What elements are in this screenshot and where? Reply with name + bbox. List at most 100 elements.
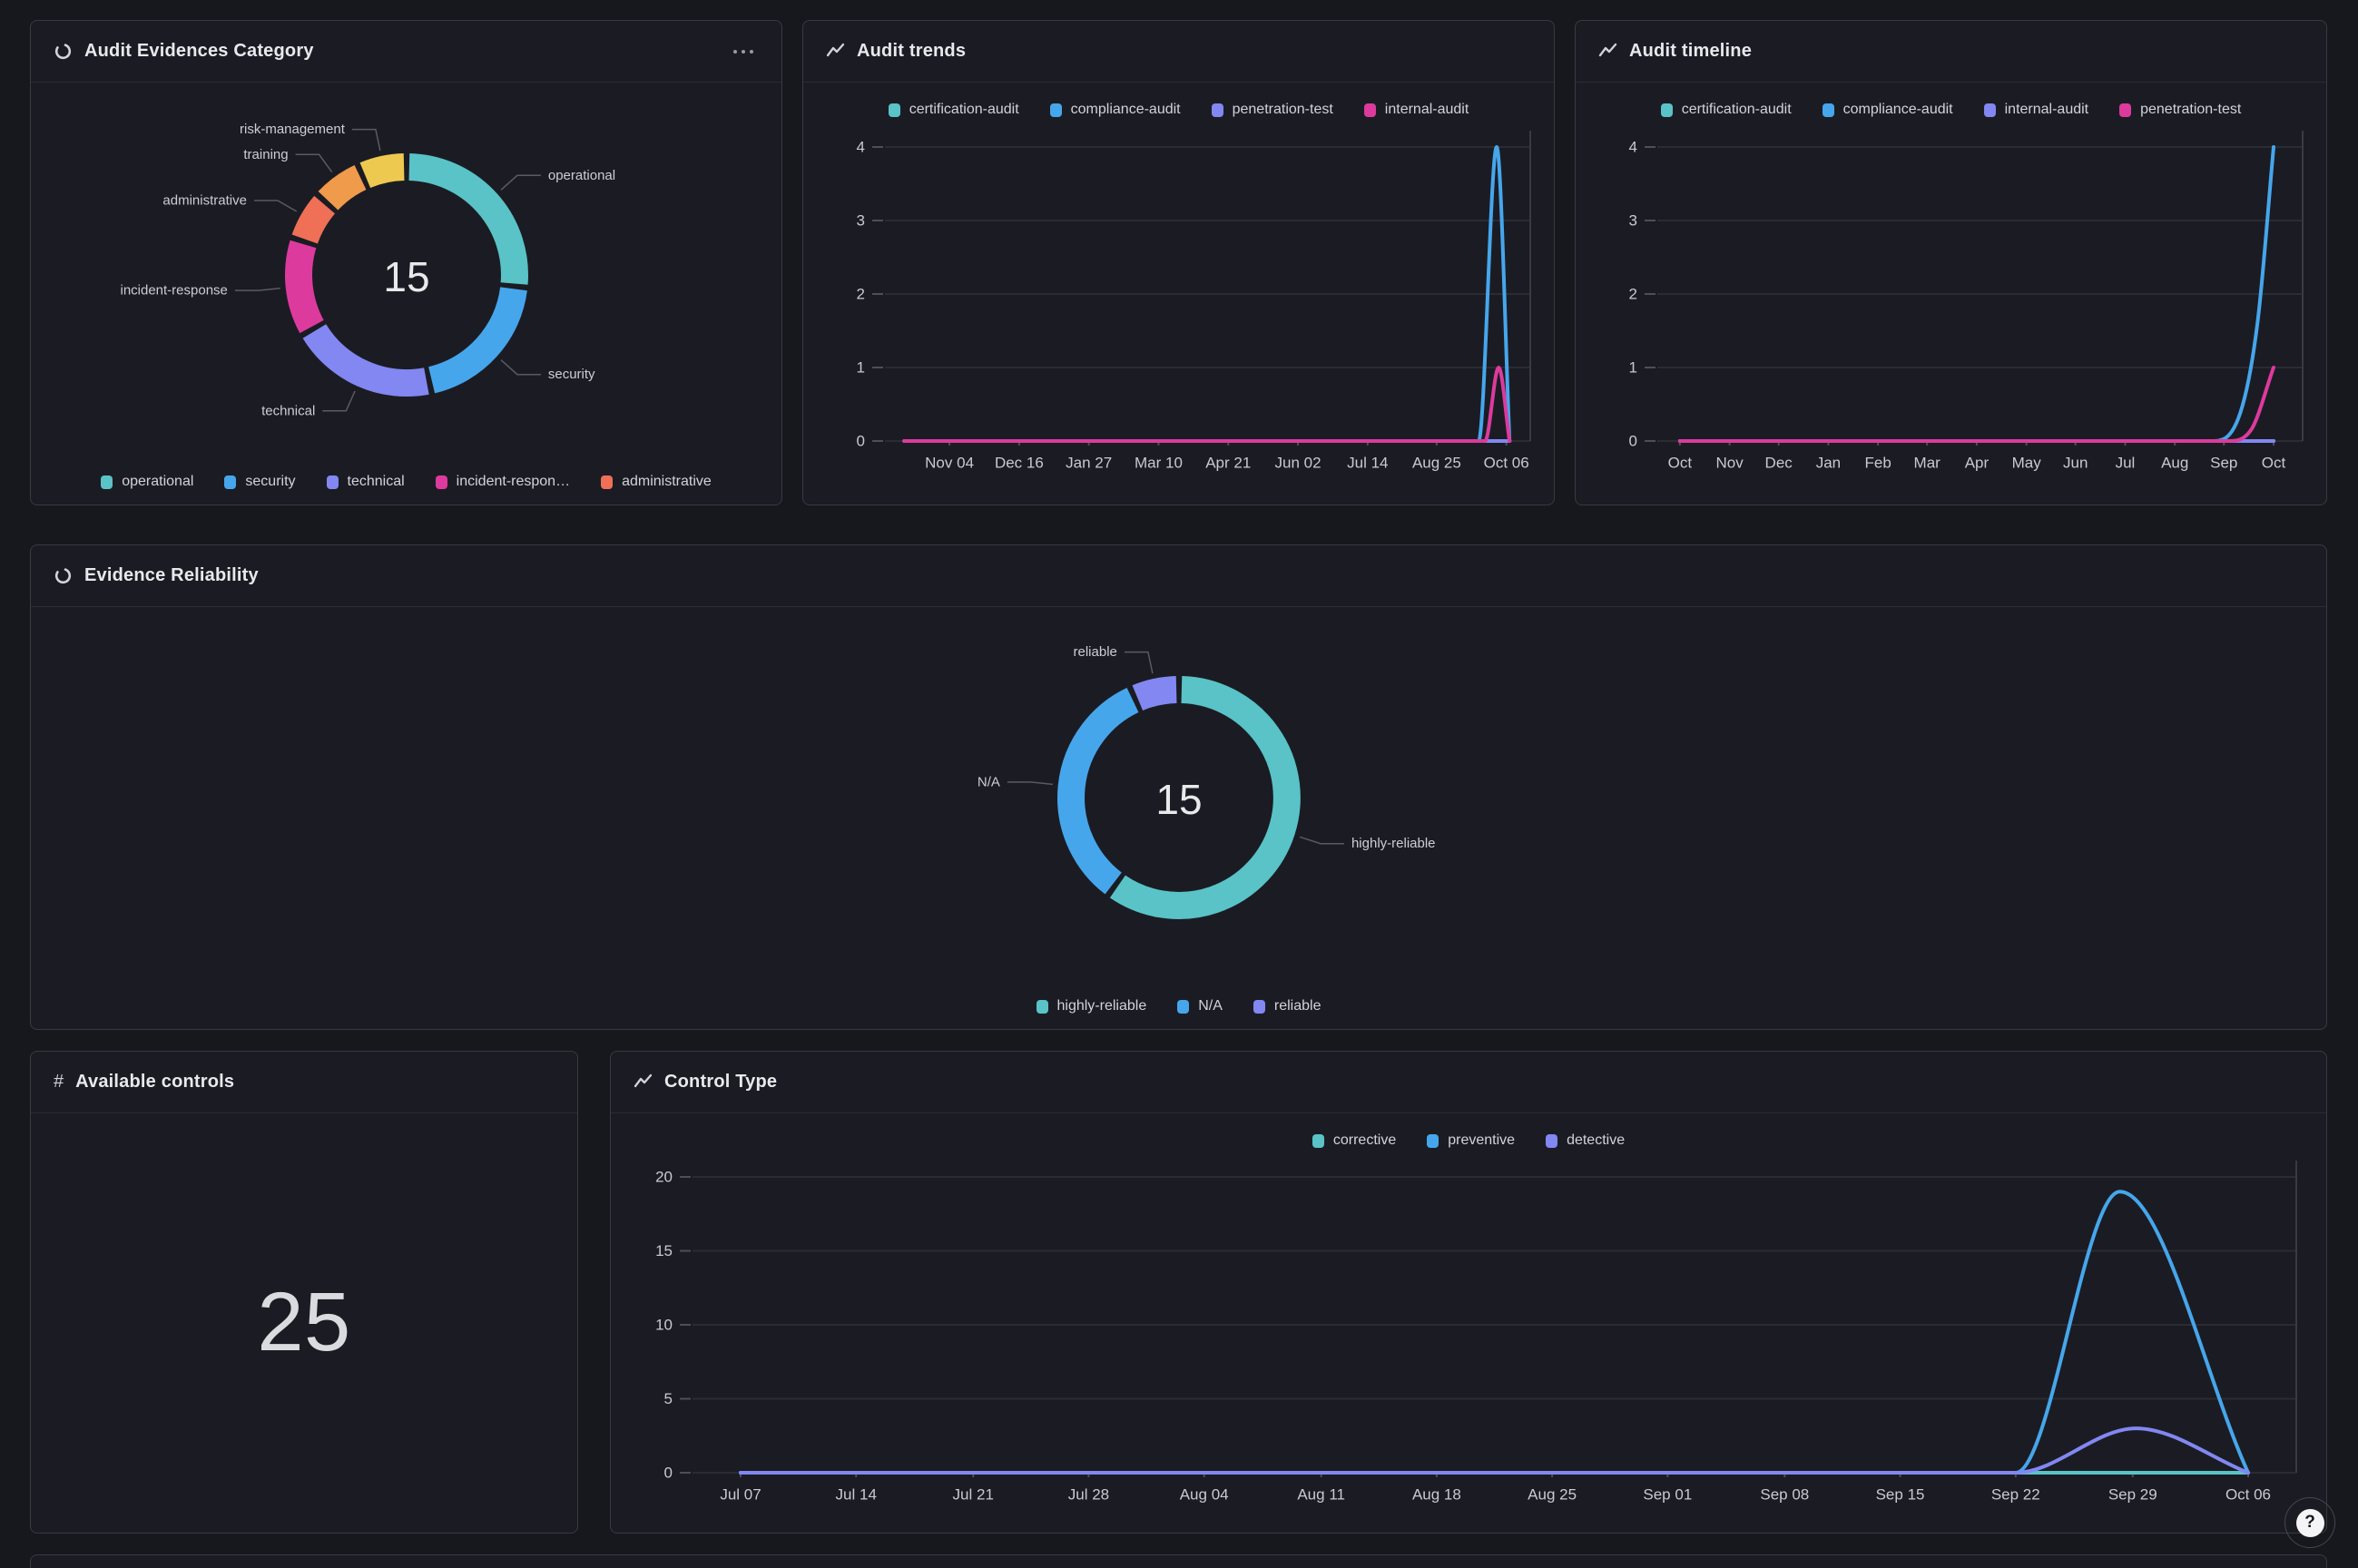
legend-swatch bbox=[1427, 1133, 1439, 1148]
y-tick-label: 1 bbox=[1629, 359, 1637, 377]
donut-callout-line bbox=[500, 174, 541, 191]
legend-item-penetration-test[interactable]: penetration-test bbox=[1211, 102, 1333, 118]
legend-item-compliance-audit[interactable]: compliance-audit bbox=[1822, 102, 1953, 118]
x-tick-label: Feb bbox=[1865, 455, 1891, 472]
y-tick-label: 3 bbox=[857, 212, 865, 230]
donut-callout-line bbox=[500, 359, 541, 376]
kebab-menu-icon[interactable] bbox=[728, 44, 759, 59]
donut-slice-label: administrative bbox=[162, 193, 247, 209]
legend-label: compliance-audit bbox=[1070, 102, 1181, 117]
legend-label: operational bbox=[122, 474, 194, 489]
legend-swatch bbox=[1312, 1133, 1324, 1148]
donut-slice-reliable bbox=[1132, 676, 1177, 711]
x-tick-label: Jul 28 bbox=[1068, 1486, 1109, 1504]
panel-header: Control Type bbox=[611, 1052, 2326, 1113]
panel-body: 25 bbox=[31, 1113, 577, 1532]
legend-item-reliable[interactable]: reliable bbox=[1253, 998, 1321, 1014]
x-tick-label: Aug 25 bbox=[1528, 1486, 1577, 1504]
next-panel-partial bbox=[30, 1554, 2327, 1568]
legend-swatch bbox=[601, 475, 614, 489]
x-tick-label: Apr bbox=[1965, 455, 1990, 472]
legend-item-preventive[interactable]: preventive bbox=[1427, 1132, 1515, 1149]
legend-swatch bbox=[326, 475, 339, 489]
donut-callout-line bbox=[253, 200, 297, 212]
panel-title: Audit trends bbox=[857, 41, 967, 61]
x-tick-label: Sep 01 bbox=[1643, 1486, 1692, 1504]
panel-audit-trends: Audit trends certification-audit complian… bbox=[802, 20, 1555, 505]
legend-item-internal-audit[interactable]: internal-audit bbox=[1983, 102, 2089, 118]
donut-chart-evidence-reliability: highly-reliable N/A reliable 15 bbox=[977, 644, 1435, 919]
x-tick-label: Sep 15 bbox=[1876, 1486, 1925, 1504]
legend-swatch bbox=[2119, 103, 2132, 117]
panel-header: Audit Evidences Category bbox=[31, 21, 781, 83]
y-tick-label: 2 bbox=[857, 286, 865, 303]
chart-legend: highly-reliable N/A reliable bbox=[31, 986, 2326, 1026]
legend-item-n-a[interactable]: N/A bbox=[1177, 998, 1223, 1014]
legend-swatch bbox=[888, 103, 900, 117]
legend-item-administrative[interactable]: administrative bbox=[601, 474, 712, 490]
legend-label: internal-audit bbox=[2004, 102, 2089, 117]
x-tick-label: Jun 02 bbox=[1275, 455, 1321, 472]
legend-label: compliance-audit bbox=[1842, 102, 1953, 117]
legend-label: internal-audit bbox=[1384, 102, 1469, 117]
y-tick-label: 0 bbox=[1629, 433, 1637, 450]
x-tick-label: Aug bbox=[2161, 455, 2188, 472]
donut-callout-line bbox=[1007, 781, 1053, 786]
donut-slice-label: N/A bbox=[977, 774, 999, 789]
panel-header: Evidence Reliability bbox=[31, 545, 2326, 607]
panel-body: highly-reliable N/A reliable 15 highly-reli… bbox=[31, 607, 2326, 1028]
legend-label: N/A bbox=[1198, 998, 1223, 1014]
x-tick-label: Oct 06 bbox=[2225, 1486, 2271, 1504]
donut-callout-line bbox=[1124, 651, 1154, 674]
legend-item-certification-audit[interactable]: certification-audit bbox=[888, 102, 1019, 118]
line-chart-audit-timeline: 0 1 2 3 4 Oct Nov Dec Jan Feb Mar Apr May Jun Jul Aug Se… bbox=[1629, 131, 2304, 472]
y-tick-label: 4 bbox=[1629, 139, 1637, 156]
legend-item-compliance-audit[interactable]: compliance-audit bbox=[1049, 102, 1181, 118]
legend-item-certification-audit[interactable]: certification-audit bbox=[1660, 102, 1792, 118]
x-tick-label: Dec 16 bbox=[995, 455, 1044, 472]
donut-chart-icon bbox=[54, 566, 73, 585]
x-tick-label: Sep 08 bbox=[1760, 1486, 1809, 1504]
legend-item-operational[interactable]: operational bbox=[101, 474, 193, 490]
panel-title: Control Type bbox=[664, 1072, 778, 1092]
x-tick-label: Apr 21 bbox=[1205, 455, 1251, 472]
line-chart-control-type: 0 5 10 15 20 Jul 07 Jul 14 Jul 21 Jul 28 Aug 04 Au… bbox=[655, 1161, 2297, 1504]
legend-swatch bbox=[1546, 1133, 1558, 1148]
legend-swatch bbox=[101, 475, 113, 489]
donut-callout-line bbox=[234, 287, 280, 291]
series-penetration-test bbox=[1677, 366, 2275, 444]
x-tick-label: Oct bbox=[1668, 455, 1693, 472]
legend-item-technical[interactable]: technical bbox=[326, 474, 405, 490]
line-chart-icon bbox=[1598, 42, 1617, 61]
donut-slice-administrative bbox=[291, 195, 335, 244]
x-tick-label: May bbox=[2012, 455, 2042, 472]
y-tick-label: 4 bbox=[857, 139, 865, 156]
x-tick-label: Jul 14 bbox=[1347, 455, 1388, 472]
donut-callout-line bbox=[321, 390, 356, 412]
x-tick-label: Jul 21 bbox=[953, 1486, 994, 1504]
panel-header: # Available controls bbox=[31, 1052, 577, 1113]
legend-item-internal-audit[interactable]: internal-audit bbox=[1363, 102, 1469, 118]
chart-legend: corrective preventive detective bbox=[611, 1113, 2326, 1159]
help-button[interactable]: ? bbox=[2284, 1497, 2335, 1548]
legend-item-detective[interactable]: detective bbox=[1546, 1132, 1625, 1149]
line-chart-icon bbox=[634, 1073, 653, 1092]
legend-swatch bbox=[224, 475, 237, 489]
legend-item-security[interactable]: security bbox=[224, 474, 296, 490]
panel-header: Audit timeline bbox=[1576, 21, 2326, 83]
x-tick-label: Sep 29 bbox=[2108, 1486, 2157, 1504]
legend-swatch bbox=[1983, 103, 1996, 117]
y-tick-label: 20 bbox=[655, 1169, 673, 1186]
x-tick-label: Aug 11 bbox=[1297, 1486, 1345, 1504]
legend-item-incident-respon-[interactable]: incident-respon… bbox=[435, 474, 570, 490]
legend-item-penetration-test[interactable]: penetration-test bbox=[2119, 102, 2241, 118]
legend-swatch bbox=[1822, 103, 1834, 117]
legend-label: preventive bbox=[1448, 1132, 1516, 1148]
legend-item-highly-reliable[interactable]: highly-reliable bbox=[1036, 998, 1146, 1014]
donut-chart-icon bbox=[54, 42, 73, 61]
legend-item-corrective[interactable]: corrective bbox=[1312, 1132, 1396, 1149]
panel-title: Audit Evidences Category bbox=[84, 41, 314, 61]
legend-label: security bbox=[245, 474, 296, 489]
legend-swatch bbox=[1211, 103, 1223, 117]
